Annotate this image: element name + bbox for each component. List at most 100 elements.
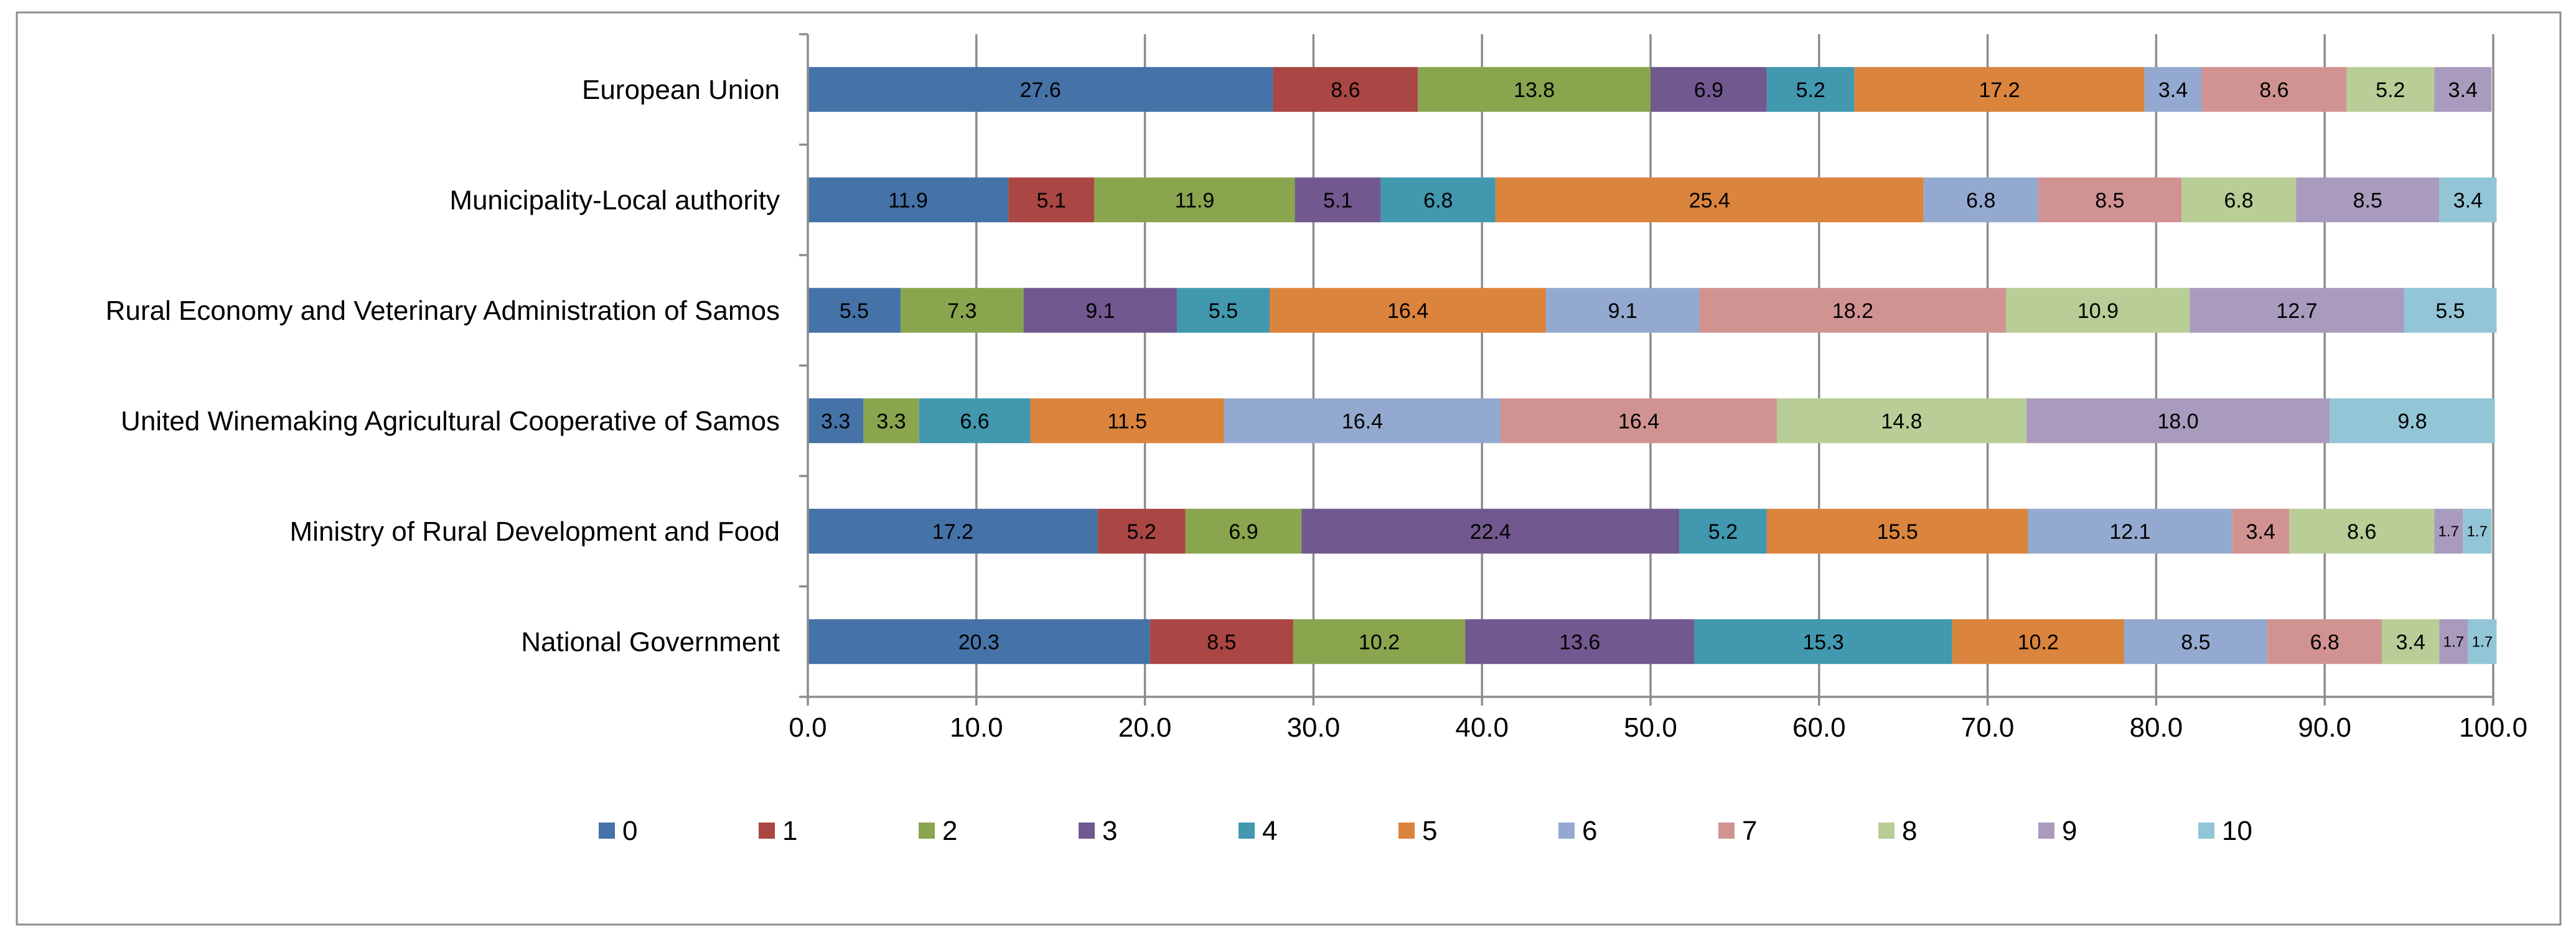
data-label-4-8: 8.6 [2347, 520, 2376, 544]
legend-swatch-10 [2198, 823, 2214, 839]
data-label-1-8: 6.8 [2224, 189, 2253, 212]
bar-segment-0-8 [2346, 67, 2435, 112]
legend-swatch-4 [1239, 823, 1255, 839]
bar-segment-2-6 [1546, 287, 1700, 333]
bar-segment-2-9 [2190, 287, 2404, 333]
bar-segment-3-2 [863, 398, 919, 444]
data-label-5-6: 8.5 [2181, 630, 2210, 654]
bar-segment-5-6 [2124, 619, 2268, 664]
x-tick-label-5: 50.0 [1624, 712, 1677, 743]
bar-segment-0-0 [808, 67, 1273, 112]
bar-segment-1-10 [2439, 177, 2497, 223]
x-tick-label-10: 100.0 [2459, 712, 2527, 743]
data-label-4-3: 22.4 [1470, 520, 1511, 544]
legend-swatch-9 [2038, 823, 2054, 839]
bar-segment-5-10 [2468, 619, 2497, 664]
bar-segment-2-8 [2006, 287, 2190, 333]
bar-segment-2-2 [900, 287, 1024, 333]
bar-segment-5-7 [2267, 619, 2382, 664]
x-tick-label-6: 60.0 [1792, 712, 1846, 743]
data-label-1-1: 5.1 [1037, 189, 1066, 212]
data-label-5-3: 13.6 [1559, 630, 1600, 654]
data-label-0-0: 27.6 [1020, 78, 1061, 102]
bar-segment-4-0 [808, 508, 1098, 554]
x-tick-label-4: 40.0 [1455, 712, 1509, 743]
bar-segment-4-9 [2434, 508, 2463, 554]
category-label-2: Rural Economy and Veterinary Administrat… [106, 296, 780, 326]
bar-segment-5-5 [1952, 619, 2124, 664]
legend-swatch-8 [1878, 823, 1895, 839]
bar-segment-5-1 [1150, 619, 1293, 664]
data-label-0-7: 8.6 [2259, 78, 2288, 102]
bars [808, 67, 2497, 664]
data-label-4-1: 5.2 [1127, 520, 1156, 544]
bar-segment-1-6 [1923, 177, 2038, 223]
data-label-1-5: 25.4 [1689, 189, 1730, 212]
data-label-5-2: 10.2 [1359, 630, 1400, 654]
bar-segment-1-4 [1380, 177, 1496, 223]
bar-segment-4-3 [1301, 508, 1680, 554]
bar-segment-5-0 [808, 619, 1150, 664]
bar-segment-5-8 [2382, 619, 2440, 664]
data-label-4-10: 1.7 [2467, 523, 2488, 540]
data-label-1-7: 8.5 [2095, 189, 2124, 212]
bar-segment-0-6 [2144, 67, 2202, 112]
data-label-0-8: 5.2 [2376, 78, 2405, 102]
data-label-3-2: 3.3 [876, 409, 906, 433]
bar-segment-3-10 [2330, 398, 2495, 444]
data-label-1-10: 3.4 [2453, 189, 2483, 212]
x-tick-label-3: 30.0 [1287, 712, 1341, 743]
legend-swatch-2 [919, 823, 935, 839]
data-label-0-2: 13.8 [1514, 78, 1555, 102]
bar-segment-0-9 [2434, 67, 2492, 112]
bar-segment-4-2 [1185, 508, 1302, 554]
x-tick-label-0: 0.0 [789, 712, 827, 743]
legend-label-7: 7 [1742, 816, 1757, 846]
data-label-3-8: 14.8 [1881, 409, 1922, 433]
bar-segment-4-8 [2289, 508, 2435, 554]
x-tick-label-7: 70.0 [1961, 712, 2015, 743]
x-tick-label-1: 10.0 [950, 712, 1003, 743]
legend-swatch-5 [1398, 823, 1415, 839]
bar-segment-4-4 [1679, 508, 1767, 554]
data-label-2-10: 5.5 [2435, 299, 2465, 323]
bar-segment-3-7 [1500, 398, 1777, 444]
bar-segment-5-3 [1465, 619, 1695, 664]
data-label-2-6: 9.1 [1608, 299, 1637, 323]
legend-label-6: 6 [1582, 816, 1597, 846]
category-label-3: United Winemaking Agricultural Cooperati… [121, 406, 780, 436]
data-label-0-1: 8.6 [1331, 78, 1360, 102]
data-label-1-0: 11.9 [888, 189, 928, 212]
bar-segment-4-10 [2463, 508, 2492, 554]
bar-segment-3-8 [1777, 398, 2026, 444]
legend-swatch-0 [599, 823, 615, 839]
bar-segment-0-5 [1854, 67, 2145, 112]
data-label-5-7: 6.8 [2310, 630, 2339, 654]
legend-label-2: 2 [942, 816, 957, 846]
legend-swatch-3 [1079, 823, 1095, 839]
data-label-1-4: 6.8 [1423, 189, 1453, 212]
bar-segment-4-5 [1766, 508, 2028, 554]
bar-segment-4-7 [2232, 508, 2290, 554]
data-label-4-2: 6.9 [1229, 520, 1258, 544]
bar-segment-1-9 [2296, 177, 2440, 223]
data-label-0-3: 6.9 [1694, 78, 1723, 102]
bar-segment-1-8 [2181, 177, 2297, 223]
data-label-2-2: 7.3 [947, 299, 977, 323]
legend-label-1: 1 [782, 816, 797, 846]
axes [799, 33, 2494, 706]
data-label-5-8: 3.4 [2396, 630, 2425, 654]
bar-segment-4-1 [1097, 508, 1186, 554]
category-label-0: European Union [582, 75, 780, 105]
data-label-5-5: 10.2 [2018, 630, 2059, 654]
legend: 0 1 2 3 4 5 6 7 8 9 10 [599, 816, 2252, 846]
data-label-3-6: 16.4 [1342, 409, 1383, 433]
category-label-4: Ministry of Rural Development and Food [290, 516, 780, 547]
data-label-5-9: 1.7 [2443, 633, 2464, 650]
data-label-0-4: 5.2 [1796, 78, 1825, 102]
bar-segment-0-3 [1651, 67, 1767, 112]
legend-label-0: 0 [622, 816, 637, 846]
bar-segment-2-5 [1269, 287, 1547, 333]
